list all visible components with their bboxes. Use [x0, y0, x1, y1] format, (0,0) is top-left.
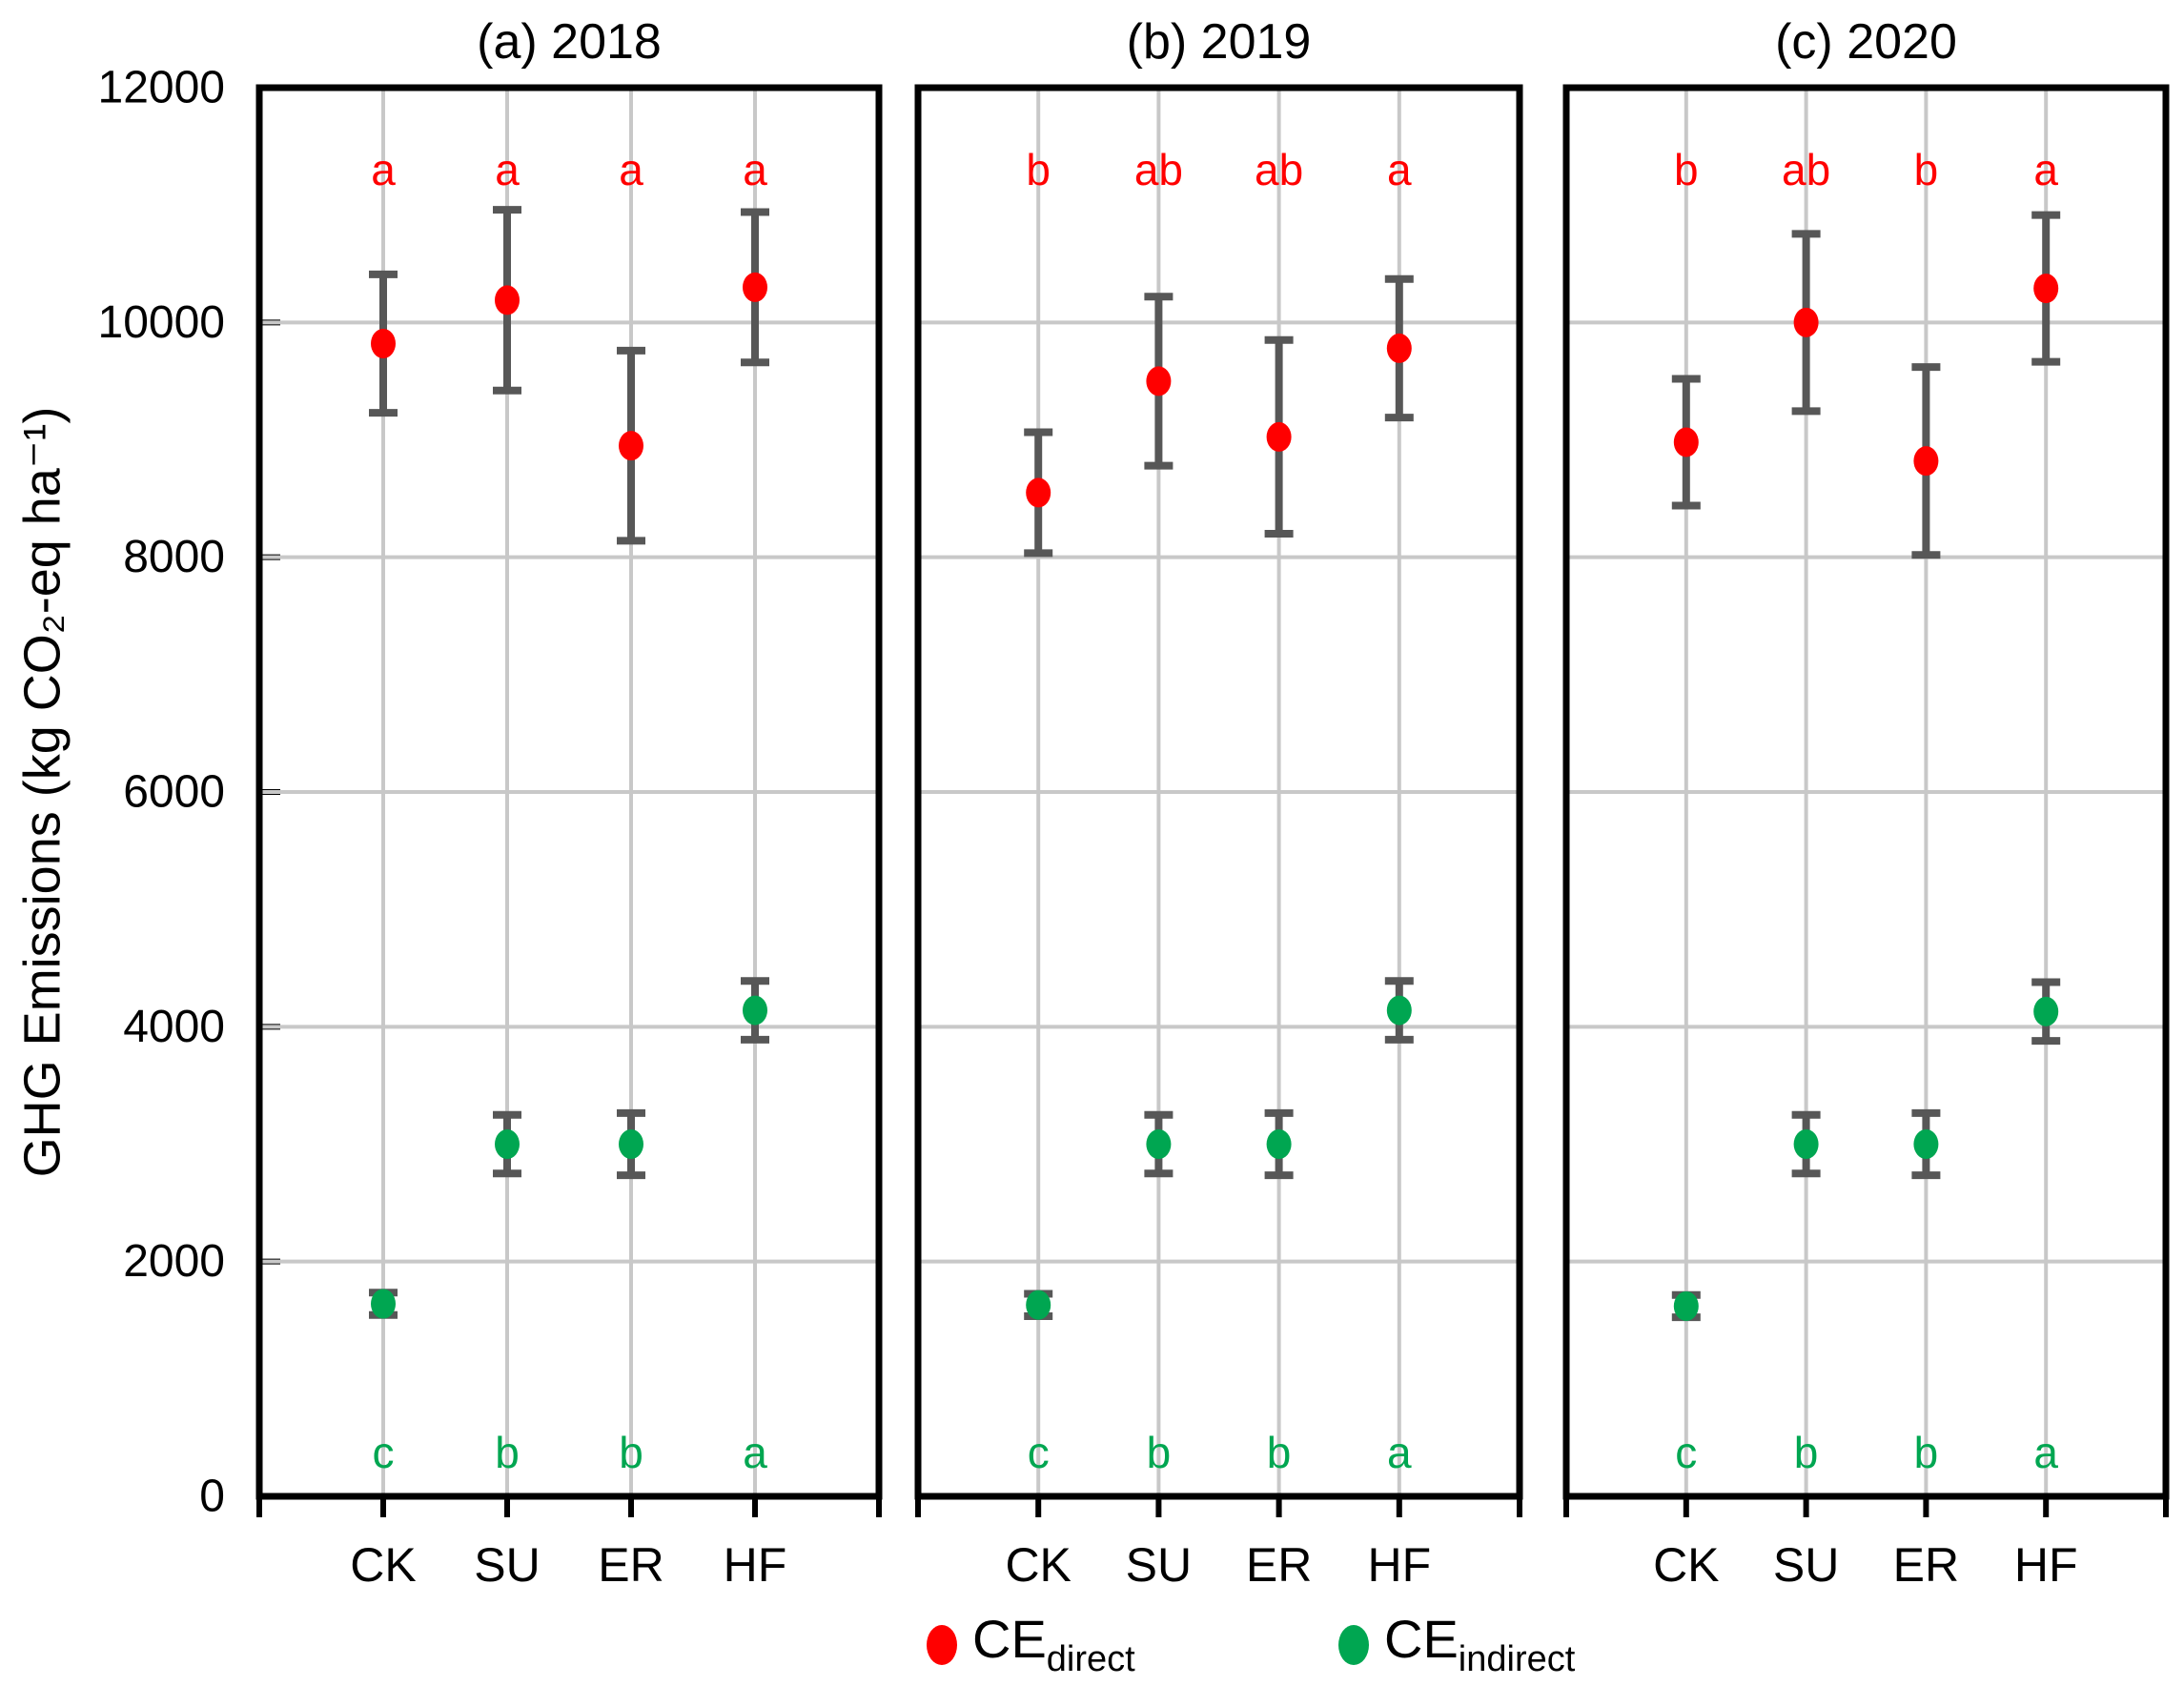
CE_indirect-point [743, 995, 767, 1026]
sig-letter-CE_direct: a [2033, 145, 2058, 194]
sig-letter-CE_direct: a [743, 145, 767, 194]
CE_direct-point [1266, 421, 1292, 452]
CE_direct-point [1386, 333, 1412, 363]
CE_indirect-point [619, 1129, 643, 1159]
x-category-label: CK [1653, 1538, 1719, 1592]
legend-entry-ce-direct: CEdirect [927, 1613, 1135, 1677]
sig-letter-CE_direct: ab [1255, 145, 1303, 194]
panel-border [1562, 84, 2170, 1500]
CE_indirect-point [2033, 996, 2059, 1026]
x-category-label: SU [474, 1538, 540, 1592]
sig-letter-CE_direct: b [1914, 145, 1939, 194]
sig-letter-CE_indirect: b [1267, 1428, 1292, 1477]
sig-letter-CE_indirect: c [1028, 1428, 1050, 1477]
sig-letter-CE_direct: a [371, 145, 396, 194]
y-tick-label: 4000 [123, 1002, 225, 1052]
y-tick-label: 6000 [123, 767, 225, 818]
sig-letter-CE_direct: ab [1134, 145, 1183, 194]
sig-letter-CE_indirect: a [2033, 1428, 2058, 1477]
sig-letter-CE_indirect: c [1675, 1428, 1697, 1477]
x-category-label: CK [1005, 1538, 1071, 1592]
sig-letter-CE_direct: ab [1782, 145, 1830, 194]
sig-letter-CE_indirect: b [1147, 1428, 1172, 1477]
y-tick-label: 8000 [123, 532, 225, 582]
CE_indirect-point [1673, 1290, 1699, 1321]
x-category-label: SU [1126, 1538, 1192, 1592]
panel-border [914, 84, 1523, 1500]
CE_indirect-point [1913, 1129, 1939, 1159]
legend-sub-text: indirect [1458, 1639, 1576, 1679]
legend-main-text: CE [1384, 1609, 1459, 1669]
CE_indirect-point [495, 1129, 520, 1159]
CE_direct-point [1793, 307, 1819, 337]
CE_direct-point [371, 329, 396, 359]
CE_direct-point [2033, 274, 2059, 304]
y-tick-label: 12000 [98, 63, 225, 113]
panel-title: (a) 2018 [477, 14, 662, 70]
CE_indirect-point [1266, 1129, 1292, 1159]
ce-direct-marker-icon [927, 1625, 957, 1665]
legend-label-ce-indirect: CEindirect [1384, 1613, 1576, 1679]
sig-letter-CE_direct: a [495, 145, 520, 194]
CE_indirect-point [1793, 1129, 1819, 1159]
CE_direct-point [495, 285, 520, 315]
sig-letter-CE_indirect: b [495, 1428, 520, 1477]
x-category-label: ER [598, 1538, 663, 1592]
panel-title: (c) 2020 [1775, 14, 1957, 70]
legend-label-ce-direct: CEdirect [972, 1613, 1135, 1679]
CE_indirect-point [1386, 995, 1412, 1026]
sig-letter-CE_indirect: b [1914, 1428, 1939, 1477]
y-tick-label: 10000 [98, 297, 225, 348]
x-category-label: HF [2014, 1538, 2078, 1592]
CE_indirect-point [1026, 1290, 1051, 1320]
legend-main-text: CE [972, 1609, 1047, 1669]
ce-indirect-marker-icon [1338, 1625, 1369, 1665]
CE_direct-point [1146, 366, 1172, 396]
x-category-label: SU [1773, 1538, 1839, 1592]
legend-sub-text: direct [1046, 1639, 1135, 1679]
y-tick-label: 0 [199, 1472, 225, 1522]
legend-entry-ce-indirect: CEindirect [1338, 1613, 1575, 1677]
sig-letter-CE_indirect: a [743, 1428, 767, 1477]
x-category-label: ER [1893, 1538, 1959, 1592]
sig-letter-CE_indirect: a [1387, 1428, 1412, 1477]
x-category-label: HF [724, 1538, 787, 1592]
sig-letter-CE_indirect: b [619, 1428, 643, 1477]
panel-border [255, 84, 883, 1500]
x-category-label: CK [350, 1538, 416, 1592]
CE_direct-point [1913, 446, 1939, 477]
x-category-label: ER [1246, 1538, 1312, 1592]
x-category-label: HF [1367, 1538, 1431, 1592]
y-tick-label: 2000 [123, 1236, 225, 1287]
sig-letter-CE_direct: b [1674, 145, 1699, 194]
CE_indirect-point [371, 1289, 396, 1319]
sig-letter-CE_direct: b [1026, 145, 1051, 194]
sig-letter-CE_direct: a [1387, 145, 1412, 194]
CE_direct-point [1673, 427, 1699, 457]
CE_direct-point [619, 431, 643, 461]
sig-letter-CE_indirect: b [1794, 1428, 1819, 1477]
CE_direct-point [743, 272, 767, 302]
sig-letter-CE_direct: a [619, 145, 643, 194]
panel-title: (b) 2019 [1127, 14, 1312, 70]
CE_direct-point [1026, 477, 1051, 508]
sig-letter-CE_indirect: c [373, 1428, 395, 1477]
CE_indirect-point [1146, 1129, 1172, 1159]
